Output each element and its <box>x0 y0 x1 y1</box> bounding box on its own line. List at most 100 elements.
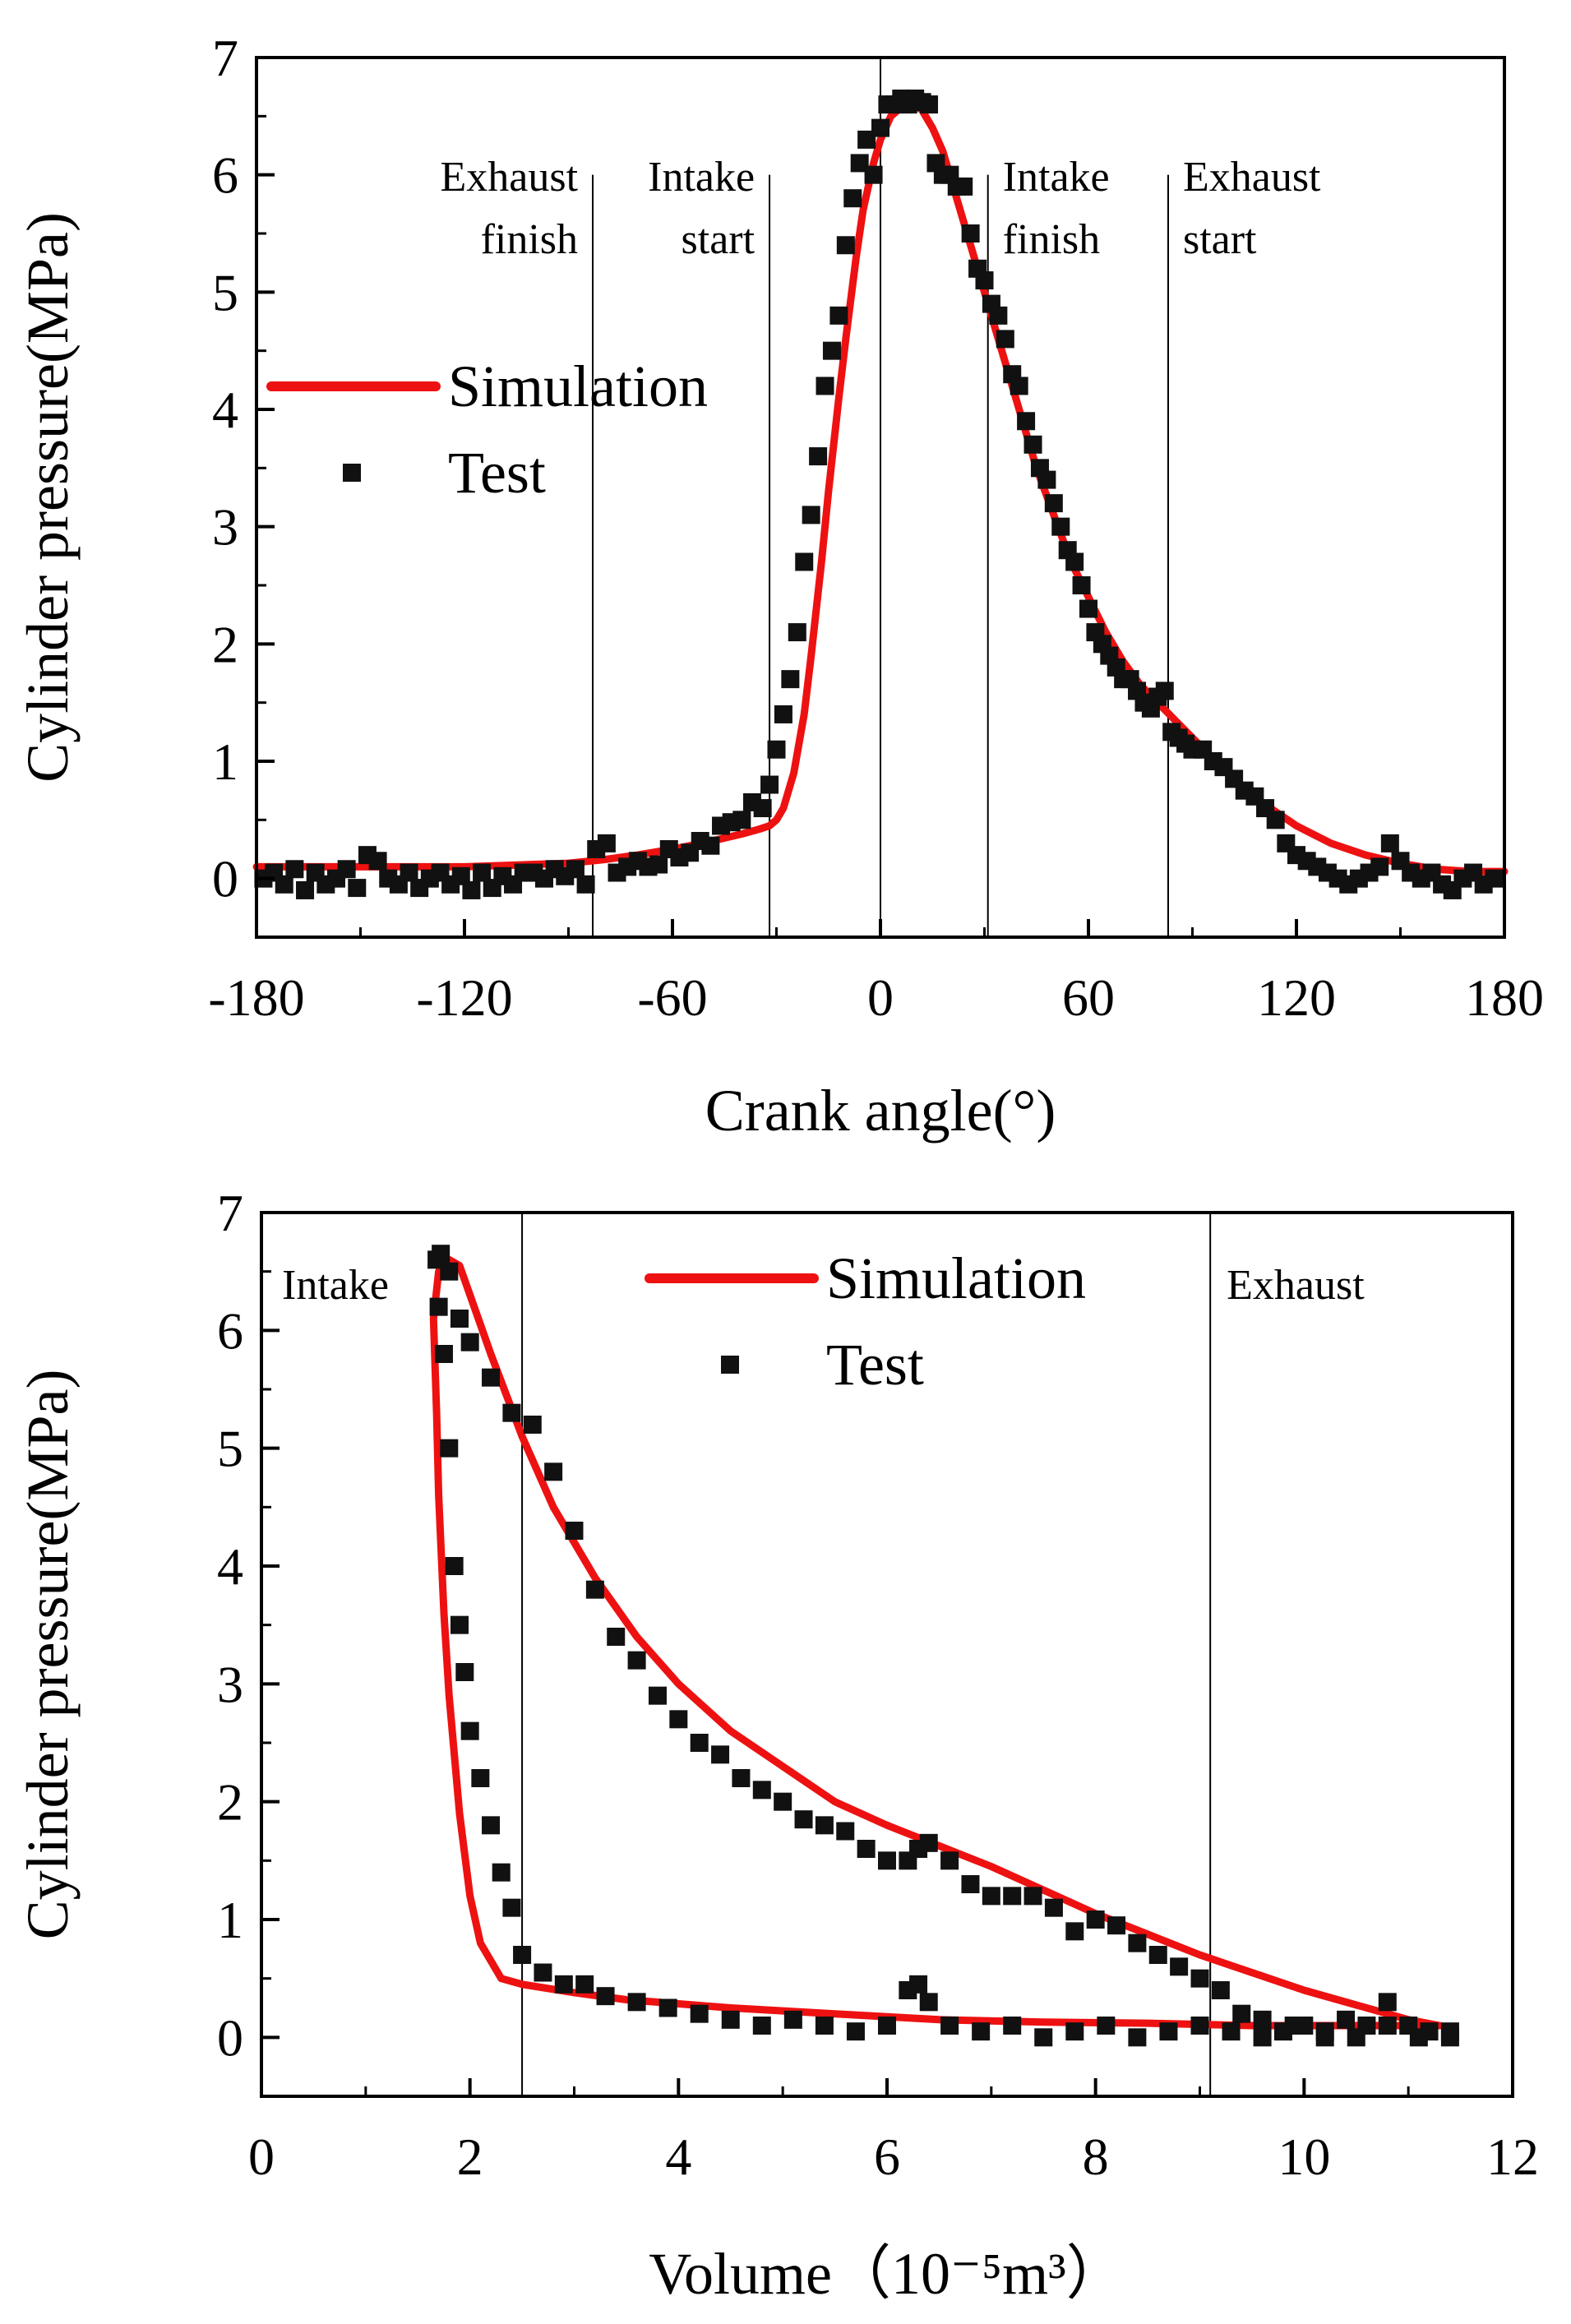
data-point-test <box>972 2022 991 2041</box>
data-point-test <box>455 1663 474 1681</box>
data-point-test <box>596 1987 615 2006</box>
data-point-test <box>1044 1898 1063 1917</box>
data-point-test <box>1253 2010 1272 2029</box>
y-tick-label: 1 <box>212 732 238 791</box>
data-point-test <box>1037 470 1056 489</box>
data-point-test <box>794 1810 813 1829</box>
data-point-test <box>815 1816 834 1835</box>
data-point-test <box>760 775 779 794</box>
data-point-test <box>690 2004 709 2023</box>
data-point-test <box>1155 681 1174 700</box>
data-point-test <box>1044 494 1063 513</box>
data-point-test <box>878 2017 896 2035</box>
y-tick-label: 4 <box>217 1537 243 1596</box>
data-point-test <box>1370 857 1389 876</box>
data-point-test <box>1128 1934 1147 1952</box>
data-point-test <box>899 1851 917 1870</box>
data-point-test <box>440 1439 459 1458</box>
data-point-test <box>1097 2017 1116 2035</box>
data-point-test <box>753 799 772 818</box>
x-tick-label: -180 <box>208 968 304 1027</box>
data-point-test <box>482 1816 501 1835</box>
data-point-test <box>1010 377 1028 395</box>
data-point-test <box>544 1462 563 1481</box>
x-tick-label: 0 <box>867 968 894 1027</box>
y-axis-title: Cylinder pressure(MPa) <box>15 1370 81 1940</box>
data-point-test <box>482 1368 501 1387</box>
x-tick-label: 60 <box>1062 968 1115 1027</box>
y-tick-label: 5 <box>217 1420 243 1478</box>
series-line-simulation <box>429 1255 1444 2030</box>
data-point-test <box>1023 1887 1042 1906</box>
data-point-test <box>920 95 939 114</box>
legend-label-simulation: Simulation <box>826 1245 1086 1311</box>
data-point-test <box>774 1792 792 1811</box>
x-tick-label: 8 <box>1083 2128 1109 2186</box>
annotation-label: finish <box>1003 216 1100 263</box>
data-point-test <box>690 1734 709 1752</box>
annotation-label: Intake <box>282 1262 389 1309</box>
data-point-test <box>783 2010 802 2029</box>
y-tick-label: 7 <box>217 1184 243 1242</box>
data-point-test <box>1409 2028 1428 2047</box>
data-point-test <box>1337 2010 1356 2029</box>
x-tick-label: 12 <box>1486 2128 1539 2186</box>
y-tick-label: 1 <box>217 1891 243 1949</box>
y-tick-label: 6 <box>217 1301 243 1360</box>
data-point-test <box>1347 2028 1365 2047</box>
legend-marker-test <box>721 1356 739 1374</box>
data-point-test <box>815 2017 834 2035</box>
data-point-test <box>975 271 994 290</box>
data-point-test <box>427 1250 446 1269</box>
data-point-test <box>1190 2017 1209 2035</box>
legend-label-test: Test <box>448 440 546 506</box>
data-point-test <box>732 811 751 829</box>
data-point-test <box>1378 1993 1397 2012</box>
data-point-test <box>954 177 973 196</box>
data-point-test <box>989 306 1008 325</box>
data-point-test <box>649 855 668 874</box>
data-point-test <box>502 1898 521 1917</box>
data-point-test <box>752 1781 771 1800</box>
data-point-test <box>711 1745 730 1764</box>
data-point-test <box>337 860 356 879</box>
data-point-test <box>1107 1916 1126 1935</box>
data-point-test <box>450 1310 469 1328</box>
data-point-test <box>1485 869 1504 888</box>
data-point-test <box>767 740 786 759</box>
data-point-test <box>648 1686 667 1705</box>
data-point-test <box>471 1769 490 1787</box>
data-point-test <box>658 1998 677 2017</box>
data-point-test <box>795 552 814 571</box>
data-point-test <box>809 447 828 466</box>
data-point-test <box>878 1851 896 1870</box>
y-tick-label: 7 <box>212 29 238 87</box>
y-tick-label: 3 <box>217 1655 243 1713</box>
data-point-test <box>822 341 841 360</box>
y-tick-label: 2 <box>212 615 238 673</box>
data-point-test <box>909 1975 928 1994</box>
chart-top: Exhaust finish Intake start Intake finish Exha… <box>15 29 1544 1144</box>
data-point-test <box>1023 435 1042 454</box>
data-point-test <box>513 1946 532 1964</box>
x-tick-label: 180 <box>1465 968 1544 1027</box>
data-point-test <box>774 705 792 723</box>
data-point-test <box>1128 2028 1147 2047</box>
data-point-test <box>788 623 806 642</box>
data-point-test <box>1086 1910 1105 1929</box>
data-point-test <box>451 866 470 885</box>
x-tick-label: -120 <box>416 968 512 1027</box>
x-tick-label: 6 <box>874 2128 900 2186</box>
data-point-test <box>940 1851 959 1870</box>
y-tick-label: 4 <box>212 381 238 439</box>
y-tick-label: 2 <box>217 1773 243 1832</box>
data-point-test <box>1440 2022 1459 2041</box>
data-point-test <box>752 2017 771 2035</box>
data-point-test <box>940 2017 959 2035</box>
annotation-label: Intake <box>648 154 755 201</box>
data-point-test <box>1284 2017 1303 2035</box>
x-tick-label: 2 <box>457 2128 483 2186</box>
data-point-test <box>857 130 876 149</box>
